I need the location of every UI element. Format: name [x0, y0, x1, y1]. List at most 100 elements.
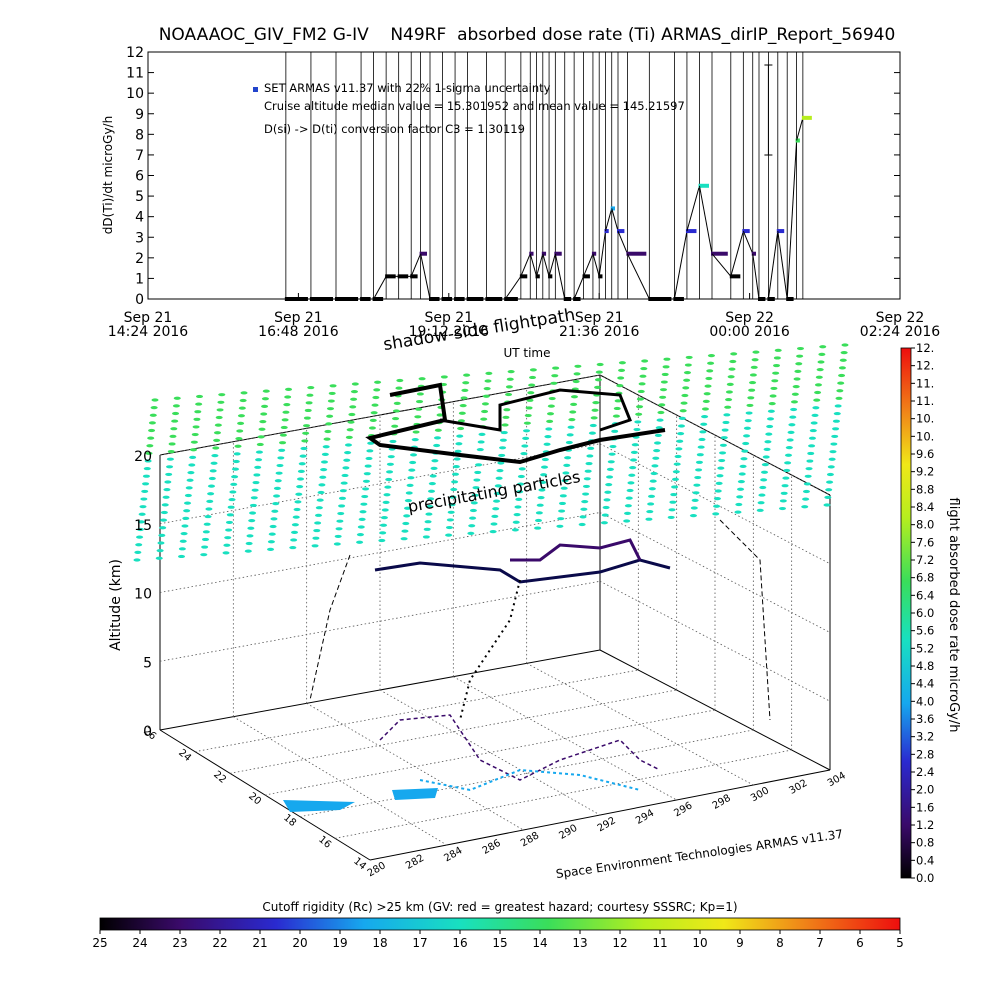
particle-dot: [660, 380, 668, 384]
particle-dot: [634, 420, 642, 424]
particle-dot: [724, 405, 732, 409]
particle-dot: [311, 544, 319, 548]
particle-dot: [347, 420, 355, 424]
particle-dot: [326, 407, 334, 411]
particle-dot: [448, 503, 456, 507]
particle-dot: [496, 469, 504, 473]
particle-dot: [142, 474, 150, 478]
particle-dot: [336, 519, 344, 523]
particle-dot: [625, 496, 633, 500]
particle-dot: [139, 505, 147, 509]
particle-dot: [654, 433, 662, 437]
particle-dot: [134, 550, 142, 554]
particle-dot: [538, 488, 546, 492]
series-segment: [767, 231, 779, 300]
particle-dot: [159, 526, 167, 530]
particle-dot: [823, 503, 831, 507]
series-segment: [786, 140, 798, 300]
particle-dot: [339, 489, 347, 493]
particle-dot: [649, 479, 657, 483]
longitude-tick-label: 282: [404, 853, 426, 872]
series-segment: [698, 185, 713, 254]
particle-dot: [405, 491, 413, 495]
particle-dot: [516, 490, 524, 494]
series-segment: [673, 230, 688, 300]
particle-dot: [173, 396, 181, 400]
x-tick-time: 02:24 2016: [860, 324, 941, 340]
cutoff-colorbar-tick-label: 15: [492, 936, 507, 950]
dose-colorbar-tick-label: 4.4: [916, 677, 934, 691]
data-point: [591, 251, 597, 256]
particle-dot: [713, 504, 721, 508]
particle-dot: [581, 500, 589, 504]
particle-dot: [608, 452, 616, 456]
cutoff-colorbar-tick-label: 22: [212, 936, 227, 950]
particle-dot: [836, 389, 844, 393]
particle-dot: [368, 426, 376, 430]
particle-dot: [314, 521, 322, 525]
particle-dot: [226, 513, 234, 517]
dose-colorbar-tick-label: 0.0: [916, 871, 934, 885]
particle-dot: [568, 418, 576, 422]
particle-dot: [501, 423, 509, 427]
particle-dot: [391, 424, 399, 428]
particle-dot: [350, 397, 358, 401]
particle-dot: [237, 421, 245, 425]
dose-colorbar-tick-label: 11.: [916, 394, 934, 408]
data-point: [698, 183, 709, 188]
particle-dot: [548, 396, 556, 401]
particle-dot: [624, 511, 632, 515]
particle-dot: [537, 495, 545, 500]
dose-colorbar-tick-label: 7.6: [916, 535, 934, 549]
particle-dot: [835, 396, 843, 400]
precipitating-particles-layer: [133, 343, 849, 562]
particle-dot: [587, 446, 595, 450]
particle-dot: [751, 358, 759, 362]
particle-dot: [791, 392, 799, 396]
particle-dot: [302, 431, 310, 435]
particle-dot: [148, 421, 156, 425]
particle-dot: [296, 485, 304, 489]
particle-dot: [795, 362, 803, 366]
series-segment: [626, 253, 650, 300]
particle-dot: [743, 426, 751, 430]
cutoff-colorbar-tick-label: 17: [412, 936, 427, 950]
series-segment: [617, 230, 628, 254]
particle-dot: [163, 488, 171, 492]
particle-dot: [789, 415, 797, 419]
particle-dot: [249, 511, 257, 515]
particle-dot: [744, 419, 752, 423]
particle-dot: [828, 457, 836, 461]
x-tick-date: Sep 22: [725, 310, 774, 326]
particle-dot: [484, 379, 492, 383]
series-segment: [573, 276, 584, 300]
particle-dot: [326, 414, 334, 418]
particle-dot: [299, 454, 307, 458]
particle-dot: [233, 452, 241, 456]
particle-dot: [714, 489, 722, 493]
particle-dot: [778, 506, 786, 511]
cutoff-colorbar-tick-label: 8: [776, 936, 784, 950]
data-point: [626, 251, 647, 256]
particle-dot: [250, 496, 258, 500]
particle-dot: [780, 491, 788, 495]
particle-dot: [773, 356, 781, 360]
particle-dot: [505, 392, 513, 397]
particle-dot: [387, 455, 395, 459]
particle-dot: [758, 493, 766, 497]
particle-dot: [838, 373, 846, 378]
particle-dot: [808, 436, 816, 440]
particle-dot: [559, 494, 567, 498]
particle-dot: [517, 482, 525, 486]
dose-colorbar-tick-label: 6.4: [916, 588, 934, 602]
particle-dot: [785, 445, 793, 450]
cutoff-colorbar-tick-label: 20: [292, 936, 307, 950]
particle-dot: [561, 478, 569, 483]
particle-dot: [671, 485, 679, 489]
particle-dot: [735, 502, 743, 507]
particle-dot: [457, 426, 465, 431]
legend-text: SET ARMAS v11.37 with 22% 1-sigma uncert…: [264, 81, 551, 95]
cutoff-colorbar-tick-label: 12: [612, 936, 627, 950]
particle-dot: [424, 520, 432, 524]
